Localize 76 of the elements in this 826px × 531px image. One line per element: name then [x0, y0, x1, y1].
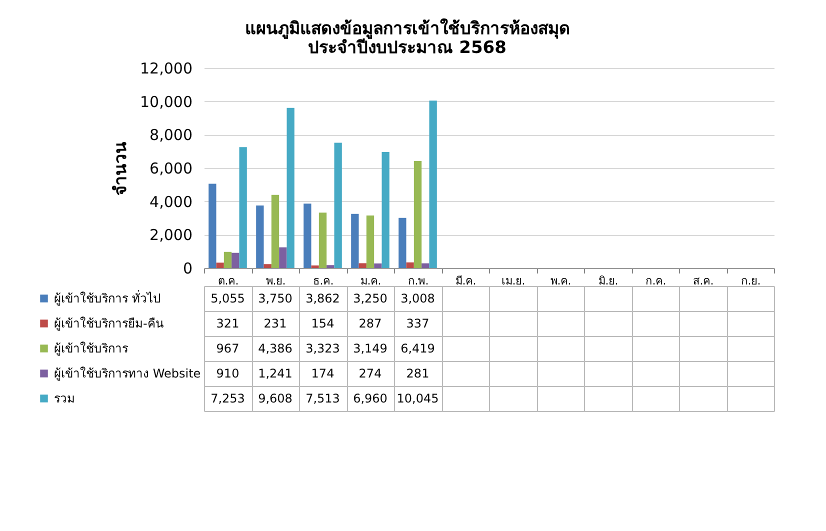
data-label: 287 — [358, 316, 382, 330]
data-label: 274 — [358, 366, 382, 380]
legend-label: ผู้เข้าใช้บริการยืม-คืน — [54, 316, 164, 332]
x-tick-label: ก.ย. — [740, 274, 761, 288]
legend-label: ผู้เข้าใช้บริการทาง Website — [54, 366, 201, 382]
data-label: 9,608 — [258, 392, 292, 406]
y-tick-label: 4,000 — [150, 192, 192, 211]
data-label: 910 — [216, 366, 240, 380]
data-label: 967 — [216, 342, 240, 356]
bar — [239, 147, 247, 268]
bar — [279, 247, 287, 268]
data-label: 174 — [311, 366, 334, 380]
x-tick-label: ส.ค. — [692, 274, 714, 288]
x-tick-label: มี.ค. — [455, 274, 476, 288]
bar — [414, 161, 422, 268]
y-axis-title: จำนวน — [111, 142, 132, 196]
bar — [366, 216, 374, 268]
data-label: 337 — [406, 316, 430, 330]
data-label: 7,513 — [306, 392, 340, 406]
x-tick-label: เม.ย. — [501, 274, 526, 288]
bar — [271, 194, 280, 268]
bar — [216, 262, 224, 268]
bar — [232, 252, 240, 268]
data-label: 3,862 — [306, 292, 340, 306]
bar — [208, 184, 216, 268]
data-label: 3,250 — [353, 292, 388, 306]
bar — [311, 265, 319, 268]
x-tick-label: ม.ค. — [360, 274, 382, 288]
bar — [304, 204, 312, 268]
data-label: 3,008 — [400, 292, 435, 306]
bar — [422, 263, 430, 268]
legend-label: รวม — [54, 392, 75, 406]
data-label: 231 — [264, 316, 287, 330]
x-tick-label: มิ.ย. — [598, 274, 618, 288]
data-label: 7,253 — [210, 392, 245, 406]
chart-title: แผนภูมิแสดงข้อมูลการเข้าใช้บริการห้องสมุด ประจำปีงบประมาณ 2568 — [244, 18, 570, 58]
data-label: 3,750 — [258, 292, 292, 306]
bar — [256, 206, 264, 268]
data-label: 281 — [406, 366, 430, 380]
x-tick-label: ก.พ. — [408, 274, 429, 288]
y-tick-label: 12,000 — [140, 60, 192, 78]
y-tick-label: 10,000 — [140, 92, 192, 111]
bar — [358, 263, 366, 268]
legend-label: ผู้เข้าใช้บริการ — [54, 342, 129, 356]
x-tick-label: ก.ค. — [645, 274, 666, 288]
x-tick-label: ธ.ค. — [312, 274, 334, 288]
legend-label: ผู้เข้าใช้บริการ ทั่วไป — [54, 290, 161, 306]
data-label: 3,149 — [353, 342, 388, 356]
y-tick-label: 6,000 — [150, 160, 192, 178]
data-label: 4,386 — [258, 342, 292, 356]
data-label: 1,241 — [258, 366, 292, 380]
bar — [429, 100, 437, 268]
data-label: 3,323 — [306, 342, 340, 356]
data-label: 10,045 — [396, 392, 439, 406]
bar — [326, 265, 334, 268]
bar — [318, 212, 327, 268]
data-label: 321 — [216, 316, 240, 330]
data-label: 6,419 — [400, 342, 435, 356]
bar — [264, 264, 272, 268]
x-tick-label: พ.ย. — [266, 274, 286, 288]
x-tick-label: ต.ค. — [218, 274, 239, 288]
bar — [374, 263, 382, 268]
data-label: 6,960 — [353, 392, 388, 406]
bar — [224, 252, 232, 268]
y-tick-label: 2,000 — [150, 226, 192, 244]
data-label: 154 — [311, 316, 334, 330]
bar — [398, 218, 406, 268]
data-label: 5,055 — [210, 292, 245, 306]
bar — [286, 108, 294, 268]
bar — [334, 142, 342, 268]
y-tick-label: 8,000 — [150, 126, 192, 144]
bar — [406, 262, 414, 268]
y-tick-label: 0 — [182, 260, 192, 278]
bar — [382, 152, 390, 268]
x-tick-label: พ.ค. — [550, 274, 572, 288]
bar — [351, 214, 359, 268]
